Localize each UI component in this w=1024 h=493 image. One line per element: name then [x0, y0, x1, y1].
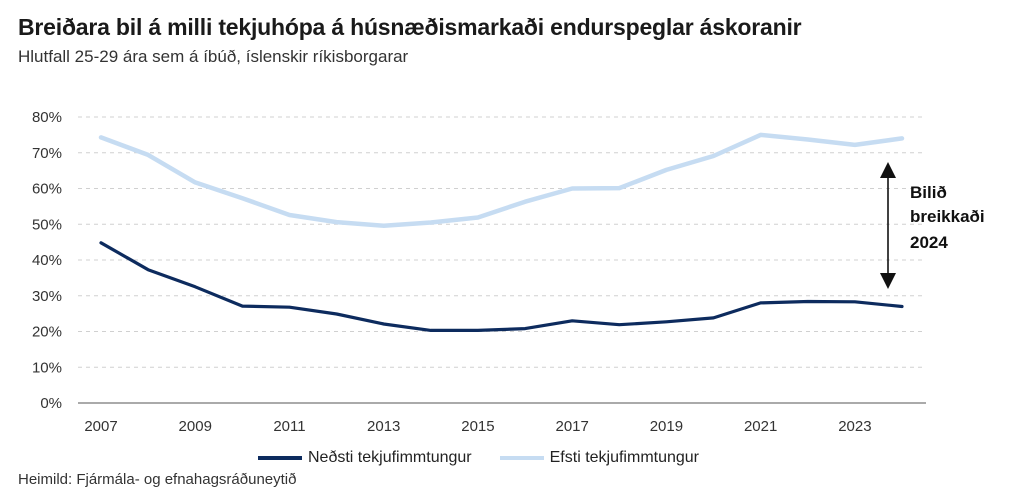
x-tick-label: 2017 [555, 418, 588, 435]
legend-label-lowest: Neðsti tekjufimmtungur [308, 449, 472, 466]
source-note: Heimild: Fjármála- og efnahagsráðuneytið [18, 471, 297, 488]
gridlines [78, 116, 926, 368]
y-tick-label: 20% [32, 324, 62, 341]
x-tick-label: 2015 [461, 418, 494, 435]
series-lines [98, 132, 905, 332]
y-tick-label: 60% [32, 181, 62, 198]
x-tick-label: 2007 [84, 418, 117, 435]
legend-item-highest-quintile: Efsti tekjufimmtungur [499, 449, 700, 467]
legend-swatch-highest [499, 456, 544, 460]
y-tick-label: 30% [32, 288, 62, 305]
x-tick-label: 2021 [744, 418, 777, 435]
chart-title: Breiðara bil á milli tekjuhópa á húsnæði… [18, 14, 802, 40]
y-tick-label: 0% [40, 395, 62, 412]
chart-subtitle: Hlutfall 25-29 ára sem á íbúð, íslenskir… [18, 47, 409, 66]
legend-swatch-lowest [258, 456, 302, 460]
legend-label-highest: Efsti tekjufimmtungur [549, 449, 700, 466]
x-tick-label: 2019 [650, 418, 683, 435]
y-axis-ticks: 0% 10% 20% 30% 40% 50% 60% 70% 80% [32, 109, 62, 412]
y-tick-label: 70% [32, 145, 62, 162]
y-tick-label: 50% [32, 216, 62, 233]
x-tick-label: 2013 [367, 418, 400, 435]
legend-item-lowest-quintile: Neðsti tekjufimmtungur [258, 449, 472, 467]
legend: Neðsti tekjufimmtungur Efsti tekjufimmtu… [258, 449, 727, 467]
y-tick-label: 40% [32, 252, 62, 269]
annotation-line-1: Bilið [910, 183, 947, 202]
series-line-lowest-quintile [99, 241, 904, 332]
annotation-line-3: 2024 [910, 233, 948, 252]
x-axis-ticks: 2007 2009 2011 2013 2015 2017 2019 2021 2023 [84, 418, 871, 435]
x-tick-label: 2023 [838, 418, 871, 435]
series-line-highest-quintile [98, 132, 905, 228]
gap-annotation: Bilið breikkaði 2024 [880, 162, 985, 289]
x-tick-label: 2009 [179, 418, 212, 435]
y-tick-label: 80% [32, 109, 62, 126]
y-tick-label: 10% [32, 359, 62, 376]
annotation-line-2: breikkaði [910, 207, 985, 226]
x-tick-label: 2011 [273, 418, 305, 435]
